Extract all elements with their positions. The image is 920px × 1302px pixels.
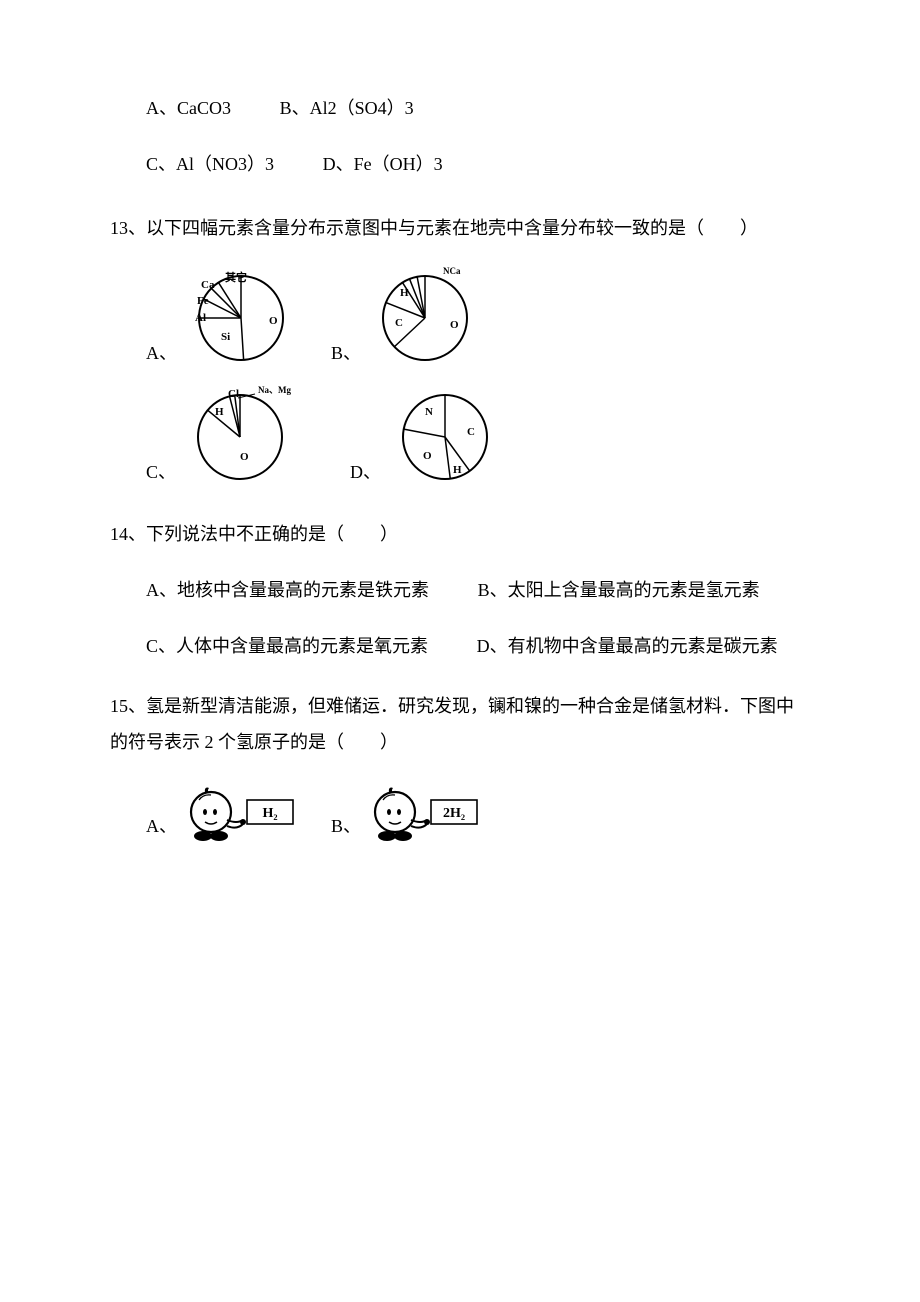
q14-options: A、地核中含量最高的元素是铁元素 B、太阳上含量最高的元素是氢元素 C、人体中含… — [146, 572, 810, 664]
q12-opt-b: B、Al2（SO4）3 — [280, 98, 414, 118]
pie-chart-c: O H Cl Na、Mg — [180, 385, 310, 490]
svg-text:H: H — [400, 287, 409, 299]
q14-opt-a: A、地核中含量最高的元素是铁元素 — [146, 580, 429, 600]
svg-text:Al: Al — [195, 312, 206, 324]
svg-text:O: O — [450, 319, 459, 331]
q14-opt-b: B、太阳上含量最高的元素是氢元素 — [478, 580, 760, 600]
pie-chart-b: O C H NCa — [365, 266, 495, 371]
atom-figure-a: H₂ — [181, 780, 301, 844]
svg-text:2H₂: 2H₂ — [443, 806, 465, 821]
svg-text:C: C — [467, 426, 475, 438]
q12-options: A、CaCO3 B、Al2（SO4）3 C、Al（NO3）3 D、Fe（OH）3 — [146, 90, 810, 182]
svg-text:Cl: Cl — [228, 388, 239, 400]
svg-text:NCa: NCa — [443, 266, 461, 276]
svg-text:O: O — [240, 451, 249, 463]
svg-text:Si: Si — [221, 331, 230, 343]
q15-letter-a: A、 — [146, 808, 177, 844]
svg-text:C: C — [395, 317, 403, 329]
svg-text:H: H — [453, 464, 462, 476]
q13-letter-c: C、 — [146, 454, 176, 490]
q12-opt-a: A、CaCO3 — [146, 98, 231, 118]
q13-letter-d: D、 — [350, 454, 381, 490]
q13-pie-row-2: C、 O H Cl Na、Mg D、 C H O N — [146, 385, 810, 490]
q13-stem: 13、以下四幅元素含量分布示意图中与元素在地壳中含量分布较一致的是（ ） — [110, 210, 810, 246]
atom-figure-b: 2H₂ — [365, 780, 485, 844]
pie-chart-a: O Si Al Fe Ca 其它 — [181, 266, 311, 371]
q15-options-row: A、 H₂ B、 2H₂ — [146, 780, 810, 844]
q13-pie-row-1: A、 O Si Al Fe Ca 其它 B、 O C H NCa — [146, 266, 810, 371]
q12-opt-c: C、Al（NO3）3 — [146, 154, 274, 174]
q15-stem: 15、氢是新型清洁能源，但难储运．研究发现，镧和镍的一种合金是储氢材料．下图中的… — [110, 688, 810, 760]
svg-text:Fe: Fe — [197, 295, 209, 307]
q14-opt-d: D、有机物中含量最高的元素是碳元素 — [477, 636, 778, 656]
svg-text:O: O — [423, 450, 432, 462]
q12-opt-d: D、Fe（OH）3 — [323, 154, 443, 174]
q13-letter-a: A、 — [146, 335, 177, 371]
pie-chart-d: C H O N — [385, 385, 515, 490]
svg-text:Ca: Ca — [201, 279, 215, 291]
svg-text:O: O — [269, 315, 278, 327]
svg-text:N: N — [425, 406, 433, 418]
svg-text:H₂: H₂ — [262, 806, 277, 821]
q13-letter-b: B、 — [331, 335, 361, 371]
q15-letter-b: B、 — [331, 808, 361, 844]
q14-stem: 14、下列说法中不正确的是（ ） — [110, 516, 810, 552]
svg-text:H: H — [215, 406, 224, 418]
svg-text:Na、Mg: Na、Mg — [258, 385, 291, 395]
svg-text:其它: 其它 — [225, 270, 247, 284]
q14-opt-c: C、人体中含量最高的元素是氧元素 — [146, 636, 428, 656]
